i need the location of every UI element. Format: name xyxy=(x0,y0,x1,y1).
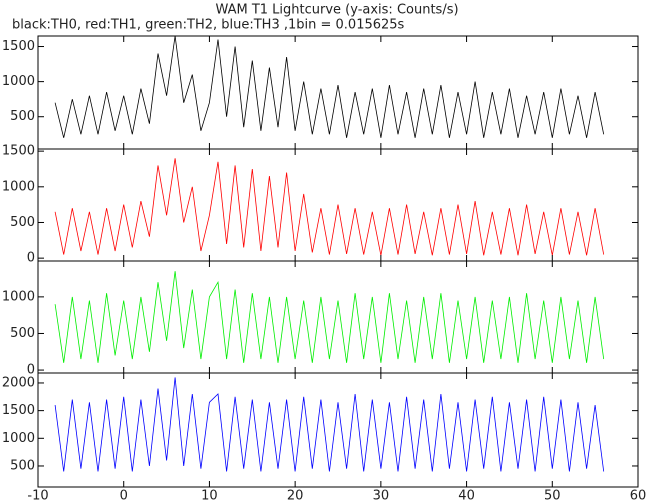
y-tick-label: 1000 xyxy=(2,179,35,194)
panel-frame xyxy=(37,372,639,488)
x-tick-label: 0 xyxy=(120,489,128,504)
x-tick-label: 60 xyxy=(630,489,647,504)
x-tick-label: 50 xyxy=(544,489,561,504)
light-curve xyxy=(54,158,605,256)
x-tick-label: -10 xyxy=(27,489,48,504)
x-tick-label: 10 xyxy=(201,489,218,504)
y-tick-label: 500 xyxy=(10,109,35,124)
x-tick-label: 30 xyxy=(373,489,390,504)
panel-frame xyxy=(37,260,639,374)
y-tick-label: 0 xyxy=(27,363,35,378)
light-curve xyxy=(54,377,605,472)
y-tick-label: 1500 xyxy=(2,39,35,54)
y-tick-label: 500 xyxy=(10,326,35,341)
y-tick-label: 500 xyxy=(10,458,35,473)
chart-title: WAM T1 Lightcurve (y-axis: Counts/s) xyxy=(215,3,458,18)
x-tick-label: 40 xyxy=(458,489,475,504)
y-tick-label: 1000 xyxy=(2,289,35,304)
y-tick-label: 1500 xyxy=(2,144,35,159)
y-tick-label: 500 xyxy=(10,215,35,230)
y-tick-label: 1000 xyxy=(2,74,35,89)
panel-frame xyxy=(37,35,639,150)
y-tick-label: 1000 xyxy=(2,431,35,446)
y-tick-label: 2000 xyxy=(2,375,35,390)
y-tick-label: 0 xyxy=(27,251,35,266)
x-tick-label: 20 xyxy=(287,489,304,504)
light-curve xyxy=(54,35,605,138)
y-tick-label: 1500 xyxy=(2,403,35,418)
light-curve xyxy=(54,271,605,363)
chart-subtitle: black:TH0, red:TH1, green:TH2, blue:TH3 … xyxy=(12,18,405,33)
